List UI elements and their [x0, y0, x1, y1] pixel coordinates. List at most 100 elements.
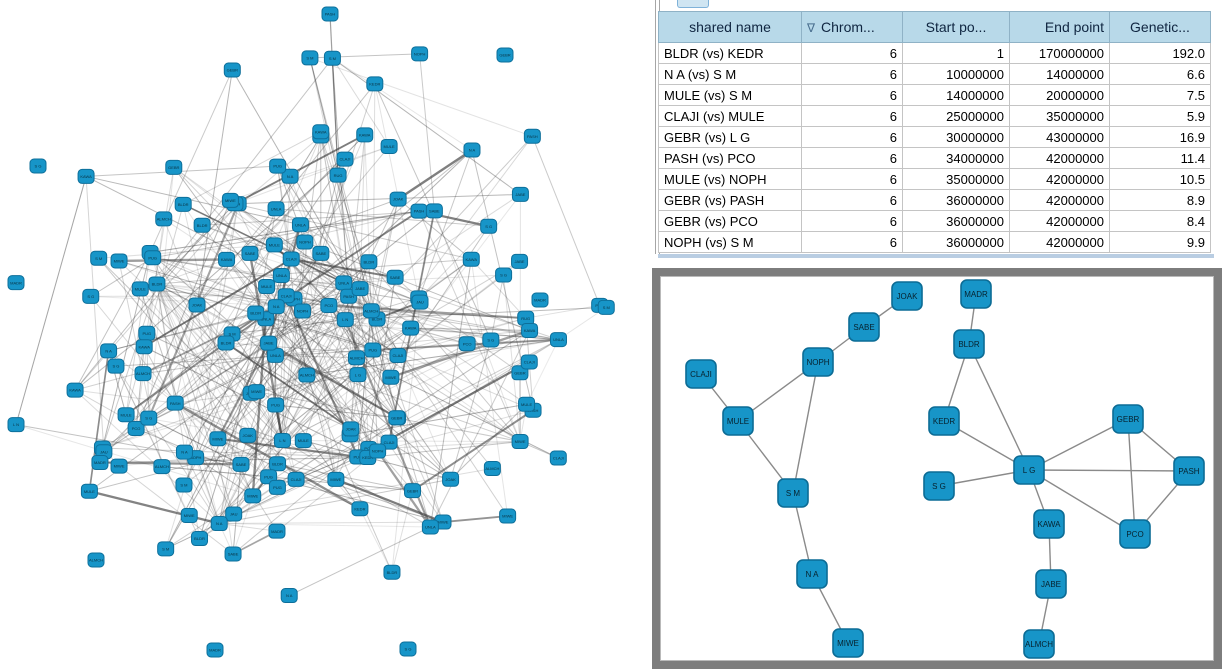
network-edge[interactable]	[152, 257, 220, 524]
network-edge[interactable]	[370, 310, 398, 418]
network-edge[interactable]	[234, 203, 399, 356]
network-edge[interactable]	[156, 258, 472, 285]
network-edge[interactable]	[148, 167, 175, 419]
network-node-bldr[interactable]: BLDR	[383, 564, 401, 580]
network-node-claji[interactable]: CLAJI	[549, 450, 567, 466]
network-node-rug[interactable]: RUG	[329, 167, 347, 183]
network-edge[interactable]	[202, 210, 435, 226]
network-edge[interactable]	[240, 296, 350, 465]
network-node-n-a[interactable]: N A	[175, 444, 193, 460]
network-edge-L G-PASH[interactable]	[1028, 469, 1190, 472]
network-node-l-n[interactable]: L N	[273, 433, 291, 449]
network-edge[interactable]	[196, 69, 233, 306]
network-node-mule[interactable]: MULE	[258, 279, 276, 295]
network-edge[interactable]	[282, 339, 492, 442]
network-node-miwe[interactable]: MIWE	[209, 431, 227, 447]
network-node-almch[interactable]: ALMCH	[348, 350, 366, 366]
network-edge[interactable]	[470, 258, 527, 319]
network-edge[interactable]	[282, 440, 521, 443]
network-edge[interactable]	[250, 305, 330, 394]
network-node-claji[interactable]: CLAJI	[277, 288, 295, 304]
network-edge[interactable]	[266, 286, 559, 341]
table-cell[interactable]: 35000000	[902, 168, 1010, 190]
network-node-madr[interactable]: MADR	[7, 275, 25, 291]
table-cell[interactable]: 16.9	[1109, 126, 1211, 148]
network-edge[interactable]	[219, 523, 431, 528]
network-node-BLDR[interactable]: BLDR	[953, 329, 985, 359]
network-edge[interactable]	[335, 478, 444, 524]
large-network-canvas[interactable]: PCO ALMCH SABE MULE PASH N A BLDR BLDR CLAJI PUG N…	[0, 0, 652, 669]
network-edge[interactable]	[102, 447, 368, 459]
network-node-pash[interactable]: PASH	[410, 203, 428, 219]
network-node-mule[interactable]: MULE	[380, 138, 398, 154]
network-node-gebr[interactable]: GEBR	[388, 410, 406, 426]
column-header-chrom-[interactable]: ∇ Chrom...	[801, 11, 903, 43]
network-edge-NOPH-S M[interactable]	[792, 361, 819, 494]
toolbar-tab-fragment[interactable]	[677, 0, 709, 8]
network-node-unla[interactable]: UNLA	[549, 332, 567, 348]
network-edge[interactable]	[182, 203, 345, 284]
network-node-jabe[interactable]: JABE	[511, 253, 529, 269]
network-edge[interactable]	[368, 277, 396, 449]
network-edge[interactable]	[335, 288, 361, 480]
network-edge[interactable]	[370, 310, 399, 418]
network-edge[interactable]	[526, 339, 559, 405]
network-edge[interactable]	[74, 389, 220, 524]
network-edge[interactable]	[231, 319, 346, 335]
network-node-mule[interactable]: MULE	[80, 483, 98, 499]
network-edge-L G-GEBR[interactable]	[1028, 418, 1129, 471]
network-edge[interactable]	[275, 301, 421, 406]
network-edge[interactable]	[156, 283, 176, 404]
network-node-unla[interactable]: UNLA	[272, 268, 290, 284]
network-edge[interactable]	[391, 302, 421, 573]
network-edge[interactable]	[199, 288, 361, 539]
network-edge[interactable]	[328, 305, 370, 449]
network-edge[interactable]	[332, 57, 390, 147]
network-node-almch[interactable]: ALMCH	[153, 459, 171, 475]
network-edge[interactable]	[234, 203, 352, 430]
table-row[interactable]: N A (vs) S M 6 10000000 14000000 6.6	[658, 63, 1211, 85]
network-edge[interactable]	[143, 346, 369, 458]
table-cell[interactable]: MULE (vs) NOPH	[658, 168, 802, 190]
network-edge[interactable]	[143, 258, 292, 348]
network-edge[interactable]	[146, 332, 352, 430]
table-cell[interactable]: 8.4	[1109, 210, 1211, 232]
network-edge[interactable]	[102, 355, 399, 449]
network-node-n-a[interactable]: N A	[210, 516, 228, 532]
network-edge[interactable]	[161, 466, 413, 492]
network-edge[interactable]	[250, 305, 330, 394]
network-node-gebr[interactable]: GEBR	[404, 483, 422, 499]
network-node-bldr[interactable]: BLDR	[360, 254, 378, 270]
network-node-KEDR[interactable]: KEDR	[928, 406, 960, 436]
network-node-mule[interactable]: MULE	[131, 281, 149, 297]
table-cell[interactable]: 6	[801, 84, 903, 106]
network-node-mule[interactable]: MULE	[117, 407, 135, 423]
network-node-gebr[interactable]: GEBR	[165, 159, 183, 175]
table-cell[interactable]: 1	[902, 42, 1010, 64]
table-row[interactable]: MULE (vs) NOPH 6 35000000 42000000 10.5	[658, 168, 1211, 190]
network-node-bldr[interactable]: BLDR	[174, 196, 192, 212]
network-edge[interactable]	[196, 304, 283, 441]
network-edge[interactable]	[149, 252, 352, 430]
network-edge[interactable]	[328, 304, 526, 320]
network-edge[interactable]	[429, 330, 531, 528]
network-edge[interactable]	[277, 166, 295, 299]
network-node-pco[interactable]: PCO	[320, 297, 338, 313]
network-node-claji[interactable]: CLAJI	[287, 471, 305, 487]
network-edge[interactable]	[231, 69, 372, 311]
network-edge[interactable]	[163, 218, 267, 287]
network-node-kawa[interactable]: KAWA	[312, 124, 330, 140]
network-node-kawa[interactable]: KAWA	[521, 322, 539, 338]
network-node-S G[interactable]: S G	[923, 471, 955, 501]
horizontal-scrollbar[interactable]	[658, 254, 1214, 258]
table-row[interactable]: GEBR (vs) PASH 6 36000000 42000000 8.9	[658, 189, 1211, 211]
network-node-JOAK[interactable]: JOAK	[891, 281, 923, 311]
table-cell[interactable]: MULE (vs) S M	[658, 84, 802, 106]
network-edge[interactable]	[143, 346, 235, 515]
network-node-noph[interactable]: NOPH	[296, 234, 314, 250]
network-node-joak[interactable]: JOAK	[442, 471, 460, 487]
network-edge[interactable]	[267, 342, 398, 419]
table-row[interactable]: BLDR (vs) KEDR 6 1 170000000 192.0	[658, 42, 1211, 64]
network-node-l-n[interactable]: L N	[7, 417, 25, 433]
network-node-l-n[interactable]: L N	[336, 312, 354, 328]
